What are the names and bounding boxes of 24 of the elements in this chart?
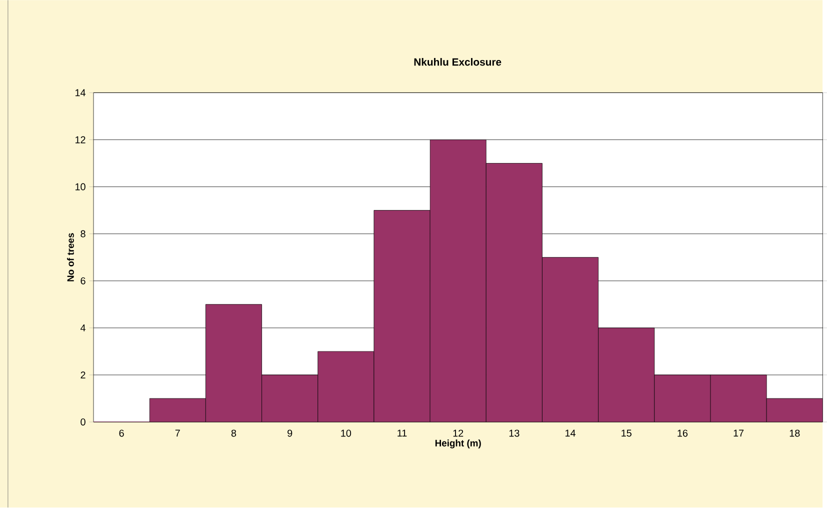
y-tick-label: 6 (80, 277, 86, 284)
x-tick-label: 18 (790, 430, 800, 437)
y-tick-label: 8 (80, 230, 86, 238)
x-tick-label: 15 (622, 430, 632, 437)
y-tick-label: 12 (76, 136, 86, 144)
x-tick-label: 9 (288, 430, 292, 437)
x-tick-label: 8 (231, 430, 236, 437)
y-axis-title: No of trees (67, 233, 74, 282)
y-tick-label: 14 (76, 89, 86, 96)
x-tick-label: 12 (453, 430, 464, 437)
y-tick-label: 10 (76, 183, 86, 190)
y-tick-label: 0 (80, 418, 86, 426)
y-tick-label: 2 (80, 372, 86, 379)
x-tick-label: 17 (734, 430, 744, 437)
x-tick-label: 7 (175, 430, 180, 437)
x-tick-label: 13 (509, 430, 520, 437)
x-axis-title: Height (m) (435, 440, 481, 448)
x-tick-label: 16 (678, 430, 688, 437)
chart-title: Nkuhlu Exclosure (414, 58, 502, 66)
x-tick-label: 10 (341, 430, 352, 437)
x-tick-label: 11 (398, 430, 407, 437)
x-tick-label: 6 (119, 430, 124, 437)
x-tick-label: 14 (566, 430, 576, 437)
y-tick-label: 4 (80, 324, 86, 332)
